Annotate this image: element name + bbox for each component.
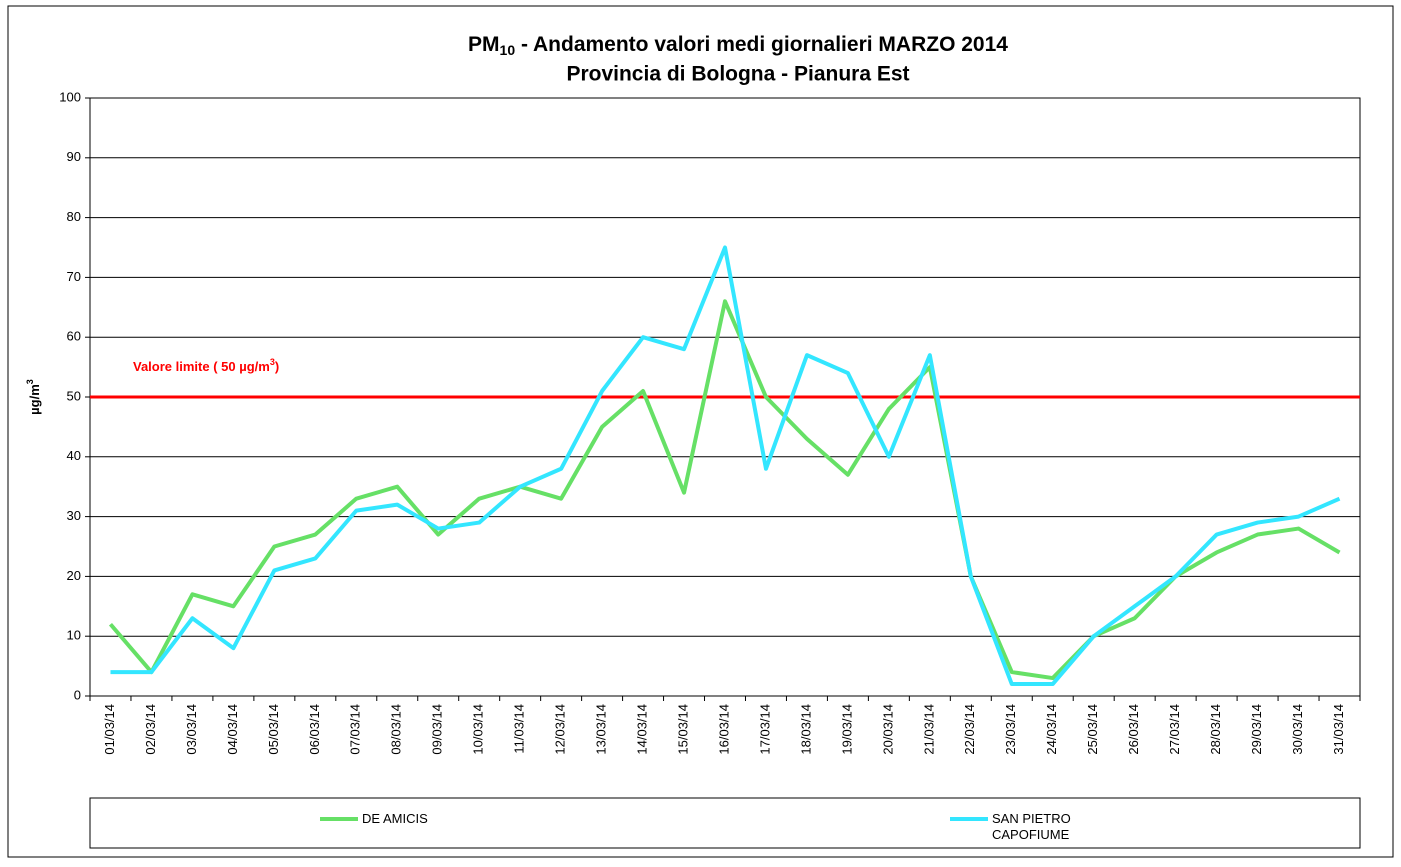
x-tick-label: 14/03/14 <box>635 704 650 755</box>
y-tick-label: 60 <box>67 329 81 344</box>
reference-label-superscript: 3 <box>270 357 275 367</box>
x-tick-label: 01/03/14 <box>102 704 117 755</box>
legend-box <box>89 797 1361 849</box>
x-tick-label: 07/03/14 <box>348 704 363 755</box>
x-tick-label: 03/03/14 <box>184 704 199 755</box>
x-tick-label: 21/03/14 <box>921 704 936 755</box>
reference-label: Valore limite ( 50 µg/m3) <box>133 357 279 374</box>
x-tick-label: 09/03/14 <box>430 704 445 755</box>
x-tick-label: 17/03/14 <box>757 704 772 755</box>
y-tick-label: 90 <box>67 149 81 164</box>
x-tick-label: 30/03/14 <box>1290 704 1305 755</box>
reference-label-part: ) <box>275 359 279 374</box>
chart-border <box>7 5 1394 858</box>
x-tick-label: 12/03/14 <box>553 704 568 755</box>
series-line <box>110 245 1341 687</box>
x-tick-label: 04/03/14 <box>225 704 240 755</box>
title-part: PM <box>468 33 500 56</box>
x-tick-label: 27/03/14 <box>1167 704 1182 755</box>
x-tick-label: 19/03/14 <box>839 704 854 755</box>
legend-label: SAN PIETRO CAPOFIUME <box>992 811 1071 842</box>
x-tick-label: 18/03/14 <box>798 704 813 755</box>
x-tick-label: 06/03/14 <box>307 704 322 755</box>
x-tick-label: 15/03/14 <box>675 704 690 755</box>
x-tick-label: 24/03/14 <box>1044 704 1059 755</box>
y-tick-label: 80 <box>67 209 81 224</box>
y-tick-label: 0 <box>74 687 81 702</box>
y-tick-label: 100 <box>59 89 81 104</box>
series-line <box>108 299 1341 681</box>
x-tick-label: 11/03/14 <box>512 704 527 754</box>
legend-label: DE AMICIS <box>362 811 428 826</box>
x-tick-label: 26/03/14 <box>1126 704 1141 755</box>
y-tick-label: 50 <box>67 388 81 403</box>
y-tick-label: 70 <box>67 269 81 284</box>
y-axis-label: µg/m3 <box>25 379 42 415</box>
x-tick-label: 08/03/14 <box>389 704 404 755</box>
x-tick-label: 31/03/14 <box>1331 704 1346 755</box>
x-tick-label: 25/03/14 <box>1085 704 1100 755</box>
chart-title: PM10 - Andamento valori medi giornalieri… <box>468 33 1008 58</box>
title-part: - Andamento valori medi giornalieri MARZ… <box>515 33 1008 56</box>
y-tick-label: 40 <box>67 448 81 463</box>
x-tick-label: 13/03/14 <box>594 704 609 755</box>
y-label-part: µg/m <box>27 384 42 415</box>
x-tick-label: 05/03/14 <box>266 704 281 755</box>
x-tick-label: 22/03/14 <box>962 704 977 755</box>
y-label-superscript: 3 <box>25 379 35 384</box>
chart-subtitle: Provincia di Bologna - Pianura Est <box>566 63 909 86</box>
title-subscript: 10 <box>500 42 516 58</box>
x-tick-label: 29/03/14 <box>1249 704 1264 755</box>
x-tick-label: 20/03/14 <box>880 704 895 755</box>
x-tick-label: 23/03/14 <box>1003 704 1018 755</box>
reference-label-part: Valore limite ( 50 µg/m <box>133 359 270 374</box>
y-tick-label: 10 <box>67 628 81 643</box>
y-tick-label: 30 <box>67 508 81 523</box>
y-tick-label: 20 <box>67 568 81 583</box>
x-tick-label: 02/03/14 <box>143 704 158 755</box>
x-tick-label: 10/03/14 <box>471 704 486 755</box>
x-tick-label: 28/03/14 <box>1208 704 1223 755</box>
x-tick-label: 16/03/14 <box>716 704 731 755</box>
